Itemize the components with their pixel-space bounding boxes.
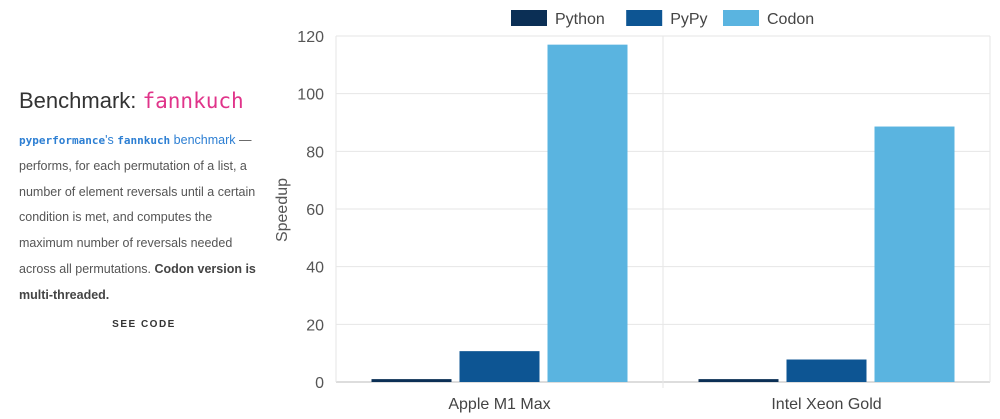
bar-codon-1[interactable]: [874, 126, 955, 382]
bar-python-1[interactable]: [698, 379, 779, 382]
x-category-label: Apple M1 Max: [448, 396, 550, 413]
bars: [371, 44, 955, 383]
legend: Python PyPy Codon: [511, 10, 814, 28]
y-tick-label: 60: [306, 202, 324, 219]
desc-body: — performs, for each permutation of a li…: [19, 133, 256, 276]
benchmark-description: pyperformance's fannkuch benchmark — per…: [19, 128, 264, 309]
y-tick-label: 20: [306, 317, 324, 334]
y-tick-label: 40: [306, 260, 324, 277]
bar-pypy-1[interactable]: [786, 359, 867, 382]
legend-label-pypy[interactable]: PyPy: [670, 11, 707, 28]
title-benchmark-name: fannkuch: [142, 89, 244, 113]
legend-label-codon[interactable]: Codon: [767, 11, 814, 28]
desc-bold-note: Codon version is multi-threaded.: [19, 261, 256, 302]
legend-swatch-python[interactable]: [511, 10, 547, 26]
desc-text-1[interactable]: 's: [105, 133, 118, 147]
bar-python-0[interactable]: [371, 379, 452, 382]
benchmark-title: Benchmark: fannkuch: [19, 88, 264, 114]
legend-label-python[interactable]: Python: [555, 11, 605, 28]
y-tick-label: 0: [315, 375, 324, 392]
see-code-link[interactable]: SEE CODE: [112, 318, 176, 330]
bar-codon-0[interactable]: [547, 44, 628, 383]
y-axis-label: Speedup: [274, 178, 291, 242]
pyperformance-link[interactable]: pyperformance: [19, 134, 106, 147]
y-axis-ticks: 0 20 40 60 80 100 120: [297, 29, 324, 392]
benchmark-link[interactable]: benchmark: [170, 133, 236, 147]
title-prefix: Benchmark:: [19, 88, 143, 113]
x-category-label: Intel Xeon Gold: [771, 396, 881, 413]
y-tick-label: 100: [297, 87, 324, 104]
x-axis-categories: Apple M1 Max Intel Xeon Gold: [448, 396, 881, 413]
y-tick-label: 120: [297, 29, 324, 46]
bar-pypy-0[interactable]: [459, 351, 540, 382]
y-tick-label: 80: [306, 144, 324, 161]
benchmark-description-panel: Benchmark: fannkuch pyperformance's fann…: [19, 88, 264, 330]
legend-swatch-codon[interactable]: [723, 10, 759, 26]
legend-swatch-pypy[interactable]: [626, 10, 663, 26]
fannkuch-link[interactable]: fannkuch: [117, 134, 171, 147]
